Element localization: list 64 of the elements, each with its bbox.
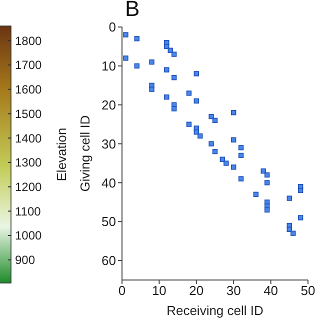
y-tick-label: 40 [102, 175, 116, 190]
point [238, 145, 244, 150]
point [212, 118, 218, 124]
y-axis-title: Giving cell ID [78, 115, 93, 192]
point [208, 141, 214, 146]
color-bar-label: 1400 [15, 131, 42, 146]
y-tick-label: 30 [102, 136, 116, 152]
x-tick-label: 40 [264, 283, 278, 298]
point [231, 110, 236, 116]
point [186, 122, 192, 127]
y-tick-label: 60 [102, 253, 116, 268]
y-tick-label: 50 [102, 214, 116, 230]
y-tick-label: 0 [108, 20, 116, 35]
point [149, 86, 154, 92]
point [298, 188, 304, 194]
chart-title: B [125, 0, 140, 22]
point [134, 36, 140, 42]
color-bar-label: 1800 [15, 34, 42, 48]
color-bar-label: 1600 [15, 82, 42, 97]
color-bar-label: 1500 [15, 106, 42, 121]
point [194, 98, 199, 104]
color-bar-label: 1100 [15, 204, 42, 218]
point [171, 52, 177, 57]
x-tick-label: 20 [189, 283, 204, 298]
color-bar-label: 1300 [15, 156, 42, 170]
x-tick-label: 50 [300, 283, 316, 298]
point [194, 71, 199, 76]
y-tick-label: 10 [102, 58, 116, 74]
point [264, 172, 270, 178]
color-bar-title: Elevation [54, 128, 69, 182]
point [264, 207, 270, 213]
color-bar-label: 1700 [15, 58, 42, 72]
point [123, 32, 128, 38]
point [164, 44, 170, 50]
point [171, 75, 177, 80]
point [171, 106, 177, 112]
point [164, 67, 170, 72]
point [238, 152, 244, 158]
point [164, 94, 170, 100]
point [134, 63, 140, 69]
color-bar-label: 1000 [15, 228, 42, 243]
point [220, 156, 226, 162]
point [231, 137, 236, 142]
point [149, 59, 154, 65]
color-bar-label: 900 [15, 253, 36, 268]
x-tick-label: 10 [152, 283, 166, 298]
point [231, 164, 236, 170]
point [198, 133, 203, 139]
point [224, 160, 229, 166]
point [264, 180, 270, 186]
point [238, 176, 244, 182]
point [298, 215, 304, 220]
point [290, 230, 296, 236]
y-tick-label: 20 [102, 97, 116, 112]
color-bar-label: 1200 [15, 180, 42, 194]
point [208, 114, 214, 120]
point [212, 148, 218, 154]
point [186, 90, 192, 96]
point [123, 56, 128, 61]
x-axis-title: Receiving cell ID [166, 303, 264, 318]
point [253, 192, 259, 197]
point [286, 196, 292, 201]
x-tick-label: 30 [226, 283, 241, 298]
x-tick-label: 0 [118, 283, 126, 298]
